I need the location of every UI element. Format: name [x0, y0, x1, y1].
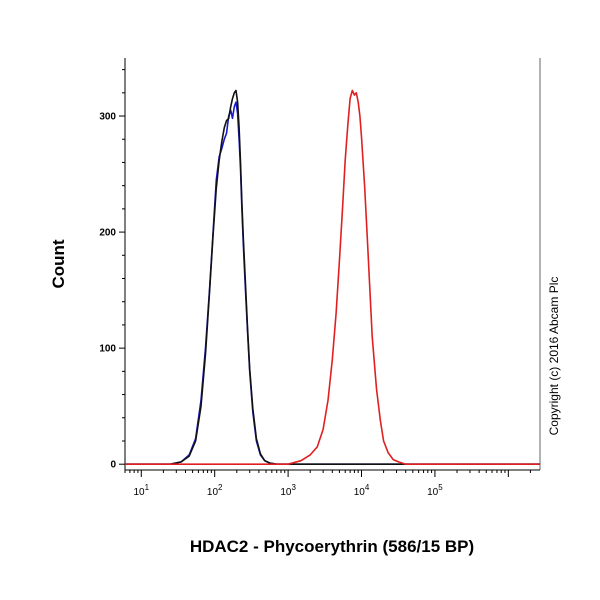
- y-axis-title: Count: [49, 239, 68, 288]
- y-tick-label: 100: [99, 344, 116, 355]
- series-layer: [125, 89, 540, 466]
- copyright-notice: Copyright (c) 2016 Abcam Plc: [547, 277, 561, 436]
- histogram-series-1: [125, 101, 540, 466]
- x-tick-label: 101: [133, 483, 149, 498]
- y-tick-label: 300: [99, 112, 116, 123]
- x-axis-title: HDAC2 - Phycoerythrin (586/15 BP): [190, 537, 474, 556]
- x-tick-label: 105: [427, 483, 443, 498]
- x-tick-label: 104: [354, 483, 370, 498]
- histogram-series-3: [125, 89, 540, 466]
- histogram-series-2: [125, 89, 540, 466]
- y-minor-ticks: [122, 69, 125, 442]
- y-tick-label: 0: [110, 460, 116, 471]
- y-tick-label: 200: [99, 228, 116, 239]
- x-tick-label: 103: [280, 483, 296, 498]
- x-ticks: 101 102 103 104 105: [124, 470, 531, 498]
- x-tick-label: 102: [207, 483, 223, 498]
- y-ticks: 0 100 200 300: [99, 112, 125, 471]
